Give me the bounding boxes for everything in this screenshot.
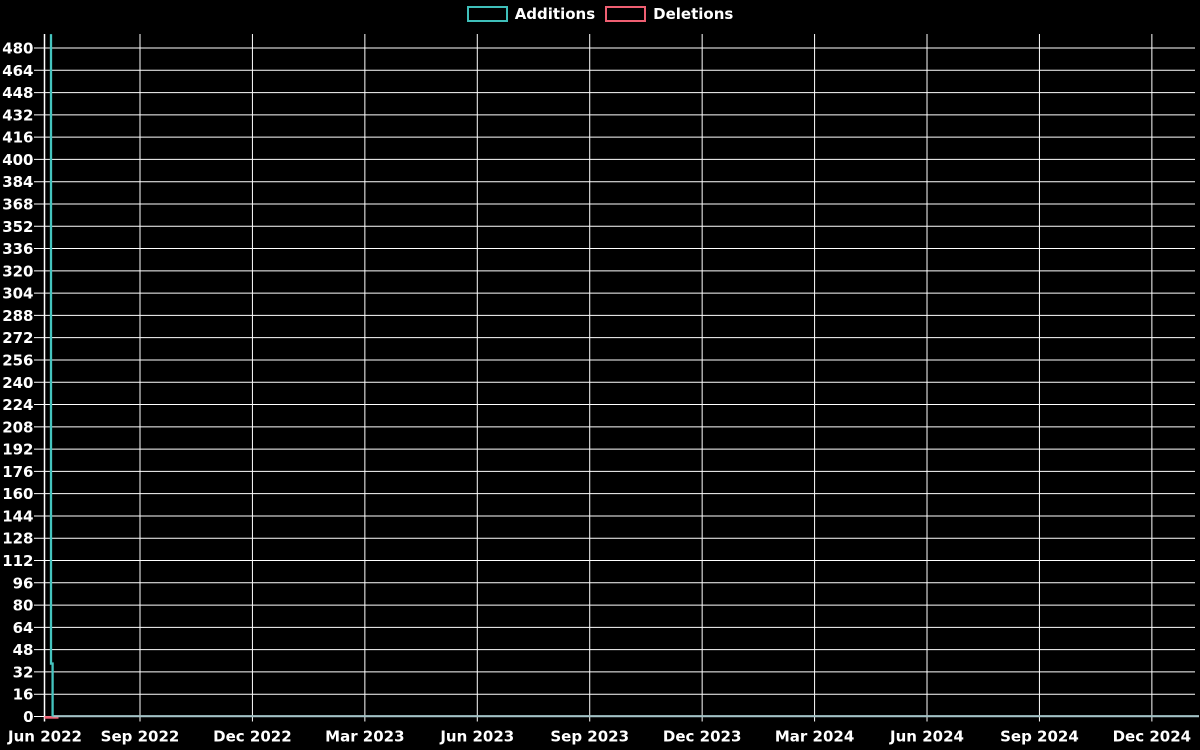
y-tick-label: 256 xyxy=(2,351,33,369)
x-tick-label: Mar 2023 xyxy=(325,728,404,746)
y-tick-label: 352 xyxy=(2,218,33,236)
y-tick-label: 96 xyxy=(13,574,34,592)
x-tick-label: Sep 2023 xyxy=(550,728,629,746)
y-tick-label: 272 xyxy=(2,329,33,347)
x-tick-label: Dec 2022 xyxy=(213,728,292,746)
legend-item-deletions[interactable]: Deletions xyxy=(605,6,733,22)
y-tick-label: 448 xyxy=(2,84,33,102)
y-tick-label: 288 xyxy=(2,307,33,325)
y-tick-label: 416 xyxy=(2,129,33,147)
y-tick-label: 32 xyxy=(13,663,34,681)
y-tick-label: 160 xyxy=(2,485,33,503)
y-tick-label: 48 xyxy=(13,641,34,659)
y-tick-label: 384 xyxy=(2,173,33,191)
y-tick-label: 16 xyxy=(13,686,34,704)
additions-swatch xyxy=(466,6,508,22)
x-tick-label: Dec 2023 xyxy=(663,728,742,746)
y-tick-label: 192 xyxy=(2,441,33,459)
y-tick-label: 224 xyxy=(2,396,33,414)
y-tick-label: 464 xyxy=(2,62,33,80)
x-tick-label: Jun 2022 xyxy=(7,728,82,746)
additions-spike-line xyxy=(49,34,54,717)
y-tick-label: 80 xyxy=(13,597,34,615)
legend-label-additions: Additions xyxy=(514,4,596,23)
deletions-swatch xyxy=(605,6,647,22)
y-tick-label: 304 xyxy=(2,285,33,303)
x-tick-label: Mar 2024 xyxy=(775,728,854,746)
legend-item-additions[interactable]: Additions xyxy=(466,4,596,23)
y-tick-label: 64 xyxy=(13,619,34,637)
y-tick-label: 400 xyxy=(2,151,33,169)
y-tick-label: 432 xyxy=(2,106,33,124)
x-tick-label: Sep 2022 xyxy=(101,728,180,746)
y-tick-label: 176 xyxy=(2,463,33,481)
chart-legend: Additions Deletions xyxy=(0,6,1200,22)
y-tick-label: 112 xyxy=(2,552,33,570)
y-tick-label: 208 xyxy=(2,418,33,436)
y-tick-label: 320 xyxy=(2,262,33,280)
x-tick-label: Jun 2023 xyxy=(439,728,514,746)
y-tick-label: 128 xyxy=(2,530,33,548)
legend-label-deletions: Deletions xyxy=(653,4,734,23)
y-tick-label: 240 xyxy=(2,374,33,392)
y-tick-label: 368 xyxy=(2,195,33,213)
y-tick-label: 480 xyxy=(2,40,33,58)
y-tick-label: 336 xyxy=(2,240,33,258)
x-tick-label: Dec 2024 xyxy=(1113,728,1192,746)
x-tick-label: Sep 2024 xyxy=(1000,728,1079,746)
y-tick-label: 0 xyxy=(23,708,33,726)
x-tick-label: Jun 2024 xyxy=(889,728,964,746)
y-tick-label: 144 xyxy=(2,507,33,525)
